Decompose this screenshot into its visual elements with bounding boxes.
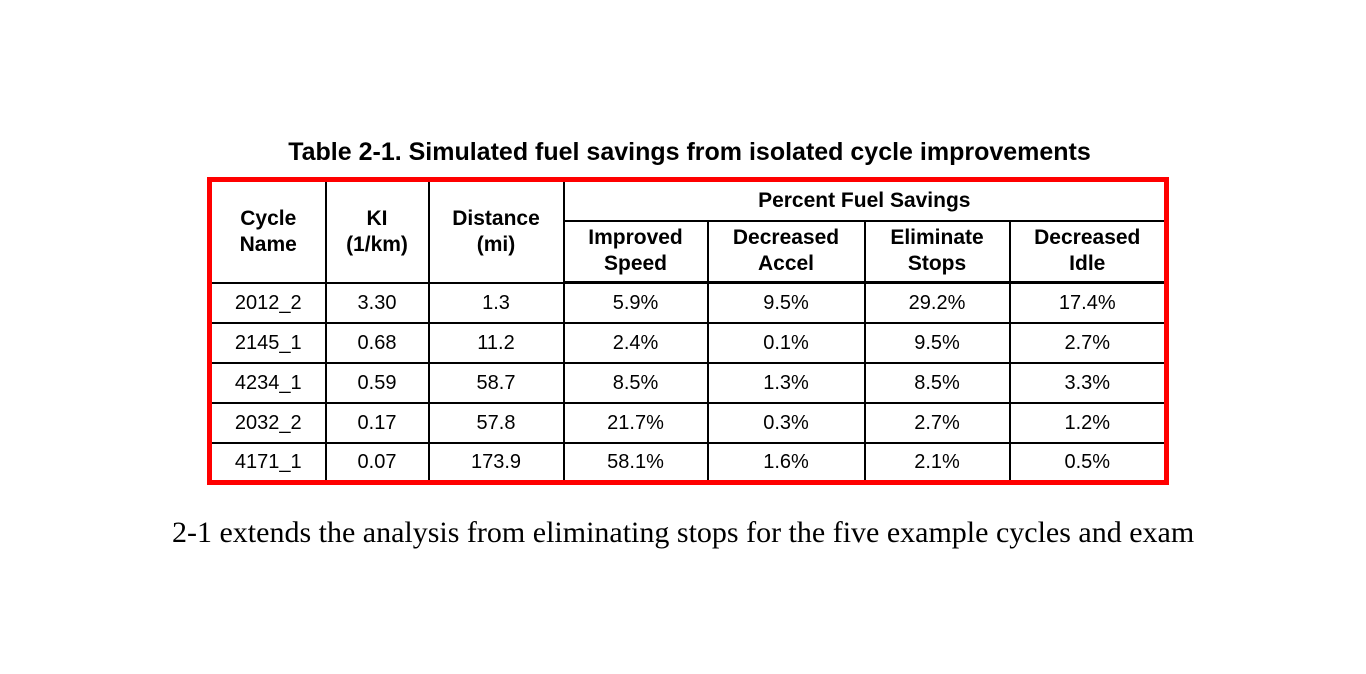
cell-cycle-name: 2032_2 xyxy=(208,401,327,444)
cell-decreased-accel: 0.3% xyxy=(706,401,866,444)
table-row: 2012_2 3.30 1.3 5.9% 9.5% 29.2% 17.4% xyxy=(208,281,1168,324)
cell-decreased-idle: 1.2% xyxy=(1008,401,1168,444)
cell-decreased-accel: 1.3% xyxy=(706,361,866,404)
body-paragraph-text: 2-1 extends the analysis from eliminatin… xyxy=(172,516,1195,549)
cell-decreased-accel: 0.1% xyxy=(706,321,866,364)
fuel-savings-table: Cycle Name KI (1/km) Distance (mi) Perce… xyxy=(207,177,1170,485)
cell-eliminate-stops: 29.2% xyxy=(863,281,1011,324)
cell-cycle-name: 4171_1 xyxy=(208,441,327,484)
cell-eliminate-stops: 2.7% xyxy=(863,401,1011,444)
table-row: 4171_1 0.07 173.9 58.1% 1.6% 2.1% 0.5% xyxy=(208,441,1168,484)
cell-improved-speed: 21.7% xyxy=(562,401,709,444)
cell-decreased-idle: 17.4% xyxy=(1008,281,1168,324)
table-container: Cycle Name KI (1/km) Distance (mi) Perce… xyxy=(207,177,1170,485)
column-header-eliminate-stops: Eliminate Stops xyxy=(863,219,1011,284)
table-row: 2145_1 0.68 11.2 2.4% 0.1% 9.5% 2.7% xyxy=(208,321,1168,364)
cell-decreased-accel: 9.5% xyxy=(706,281,866,324)
column-header-distance: Distance (mi) xyxy=(427,178,565,284)
cell-ki: 0.59 xyxy=(324,361,430,404)
cell-cycle-name: 2145_1 xyxy=(208,321,327,364)
column-header-decreased-accel: Decreased Accel xyxy=(706,219,866,284)
cell-eliminate-stops: 9.5% xyxy=(863,321,1011,364)
cell-distance: 1.3 xyxy=(427,281,565,324)
header-sub-row: Improved Speed Decreased Accel Eliminate… xyxy=(210,219,1168,284)
cell-distance: 173.9 xyxy=(427,441,565,484)
column-header-improved-speed: Improved Speed xyxy=(562,219,709,284)
cell-decreased-idle: 2.7% xyxy=(1008,321,1168,364)
cell-improved-speed: 5.9% xyxy=(562,281,709,324)
table-row: 4234_1 0.59 58.7 8.5% 1.3% 8.5% 3.3% xyxy=(208,361,1168,404)
cell-ki: 0.17 xyxy=(324,401,430,444)
cell-decreased-idle: 0.5% xyxy=(1008,441,1168,484)
cell-decreased-idle: 3.3% xyxy=(1008,361,1168,404)
cell-ki: 0.68 xyxy=(324,321,430,364)
cell-cycle-name: 2012_2 xyxy=(208,281,327,324)
cell-eliminate-stops: 2.1% xyxy=(863,441,1011,484)
cell-decreased-accel: 1.6% xyxy=(706,441,866,484)
cell-distance: 11.2 xyxy=(427,321,565,364)
cell-distance: 57.8 xyxy=(427,401,565,444)
column-header-ki: KI (1/km) xyxy=(324,178,430,284)
cell-ki: 0.07 xyxy=(324,441,430,484)
column-header-decreased-idle: Decreased Idle xyxy=(1008,219,1168,284)
cell-improved-speed: 8.5% xyxy=(562,361,709,404)
table-caption: Table 2-1. Simulated fuel savings from i… xyxy=(288,138,1091,166)
cell-distance: 58.7 xyxy=(427,361,565,404)
cell-improved-speed: 2.4% xyxy=(562,321,709,364)
table-row: 2032_2 0.17 57.8 21.7% 0.3% 2.7% 1.2% xyxy=(208,401,1168,444)
column-group-header-percent-fuel-savings: Percent Fuel Savings xyxy=(562,178,1168,222)
header-group-row: Cycle Name KI (1/km) Distance (mi) Perce… xyxy=(208,178,1168,284)
cell-improved-speed: 58.1% xyxy=(562,441,709,484)
cell-eliminate-stops: 8.5% xyxy=(863,361,1011,404)
column-header-cycle-name: Cycle Name xyxy=(208,178,327,284)
cell-cycle-name: 4234_1 xyxy=(208,361,327,404)
cell-ki: 3.30 xyxy=(324,281,430,324)
